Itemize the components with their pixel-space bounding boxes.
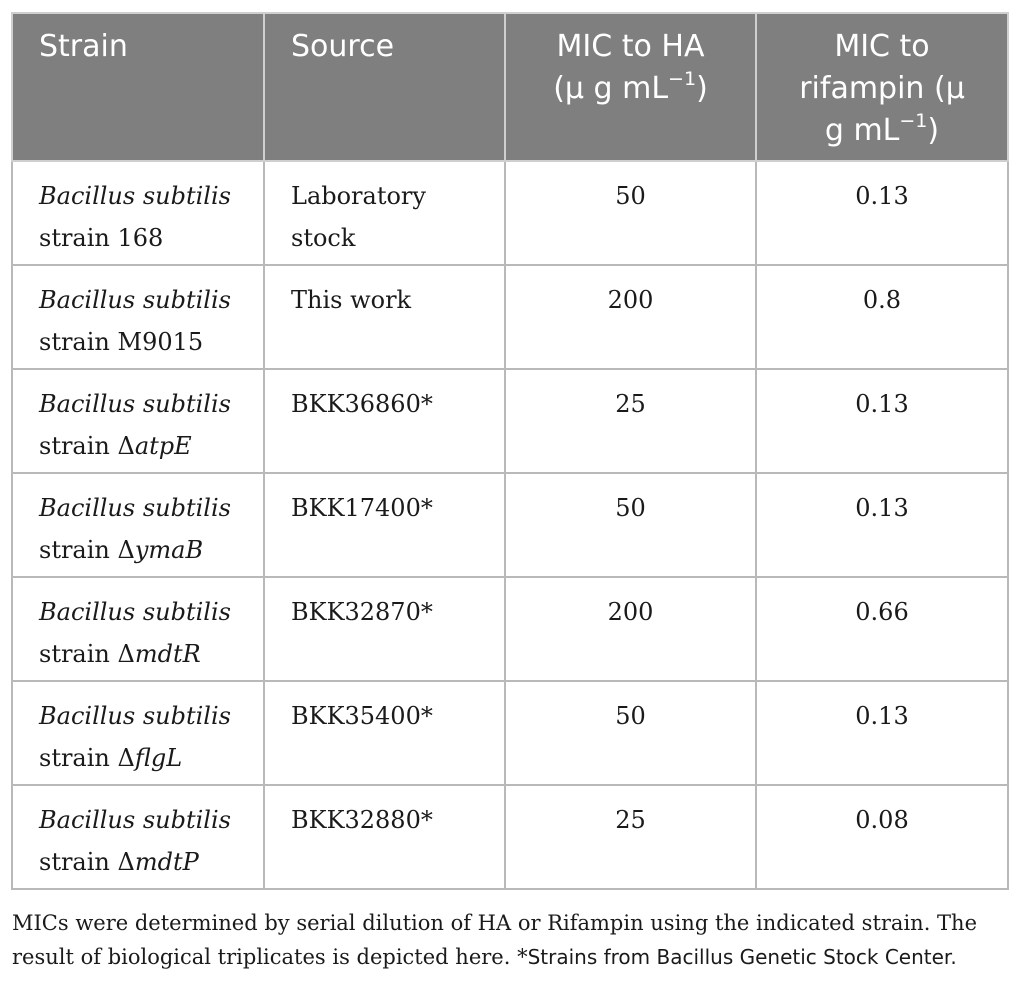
header-mic-rifampin: MIC to rifampin (μ g mL−1) <box>755 12 1009 162</box>
strain-mic-table: Strain Source MIC to HA (μ g mL−1) MIC t… <box>11 12 1009 890</box>
header-mic-ha: MIC to HA (μ g mL−1) <box>504 12 757 162</box>
header-strain: Strain <box>11 12 265 162</box>
table-row: Bacillus subtilis strain ΔymaB BKK17400*… <box>11 472 1009 578</box>
footnote-text: MICs were determined by serial dilution … <box>12 911 978 969</box>
cell-strain: Bacillus subtilis strain M9015 <box>11 264 265 370</box>
header-mic-rif-line1: MIC to <box>834 29 930 64</box>
table-footnote: MICs were determined by serial dilution … <box>12 906 1012 974</box>
cell-mic-ha: 50 <box>504 160 757 266</box>
cell-mic-ha: 200 <box>504 576 757 682</box>
cell-strain: Bacillus subtilis strain ΔymaB <box>11 472 265 578</box>
footnote-source-note: Strains from Bacillus Genetic Stock Cent… <box>527 945 957 969</box>
header-source: Source <box>263 12 506 162</box>
cell-mic-ha: 25 <box>504 784 757 890</box>
header-row: Strain Source MIC to HA (μ g mL−1) MIC t… <box>11 12 1009 162</box>
cell-source: BKK32880* <box>263 784 506 890</box>
header-mic-rif-line2: rifampin (μ <box>799 71 965 106</box>
cell-source: BKK32870* <box>263 576 506 682</box>
cell-mic-ha: 25 <box>504 368 757 474</box>
cell-strain: Bacillus subtilis strain ΔmdtR <box>11 576 265 682</box>
table-row: Bacillus subtilis strain ΔatpE BKK36860*… <box>11 368 1009 474</box>
header-mic-ha-line1: MIC to HA <box>556 29 705 64</box>
cell-source: This work <box>263 264 506 370</box>
cell-strain: Bacillus subtilis strain 168 <box>11 160 265 266</box>
cell-mic-rifampin: 0.13 <box>755 368 1009 474</box>
cell-source: Laboratory stock <box>263 160 506 266</box>
cell-mic-rifampin: 0.8 <box>755 264 1009 370</box>
cell-source: BKK35400* <box>263 680 506 786</box>
cell-mic-rifampin: 0.13 <box>755 160 1009 266</box>
cell-source: BKK36860* <box>263 368 506 474</box>
table-row: Bacillus subtilis strain ΔflgL BKK35400*… <box>11 680 1009 786</box>
table-row: Bacillus subtilis strain ΔmdtP BKK32880*… <box>11 784 1009 890</box>
cell-mic-ha: 50 <box>504 472 757 578</box>
cell-mic-ha: 50 <box>504 680 757 786</box>
header-mic-ha-line2: (μ g mL−1) <box>553 68 708 107</box>
table-row: Bacillus subtilis strain 168 Laboratory … <box>11 160 1009 266</box>
cell-strain: Bacillus subtilis strain ΔatpE <box>11 368 265 474</box>
cell-mic-ha: 200 <box>504 264 757 370</box>
table-body: Bacillus subtilis strain 168 Laboratory … <box>11 160 1009 890</box>
cell-mic-rifampin: 0.66 <box>755 576 1009 682</box>
table-row: Bacillus subtilis strain ΔmdtR BKK32870*… <box>11 576 1009 682</box>
cell-mic-rifampin: 0.08 <box>755 784 1009 890</box>
strain-mic-table-container: Strain Source MIC to HA (μ g mL−1) MIC t… <box>11 12 1009 890</box>
cell-mic-rifampin: 0.13 <box>755 472 1009 578</box>
table-row: Bacillus subtilis strain M9015 This work… <box>11 264 1009 370</box>
header-mic-rif-line3: g mL−1) <box>824 110 940 149</box>
cell-mic-rifampin: 0.13 <box>755 680 1009 786</box>
cell-strain: Bacillus subtilis strain ΔflgL <box>11 680 265 786</box>
table-header: Strain Source MIC to HA (μ g mL−1) MIC t… <box>11 12 1009 162</box>
cell-source: BKK17400* <box>263 472 506 578</box>
cell-strain: Bacillus subtilis strain ΔmdtP <box>11 784 265 890</box>
